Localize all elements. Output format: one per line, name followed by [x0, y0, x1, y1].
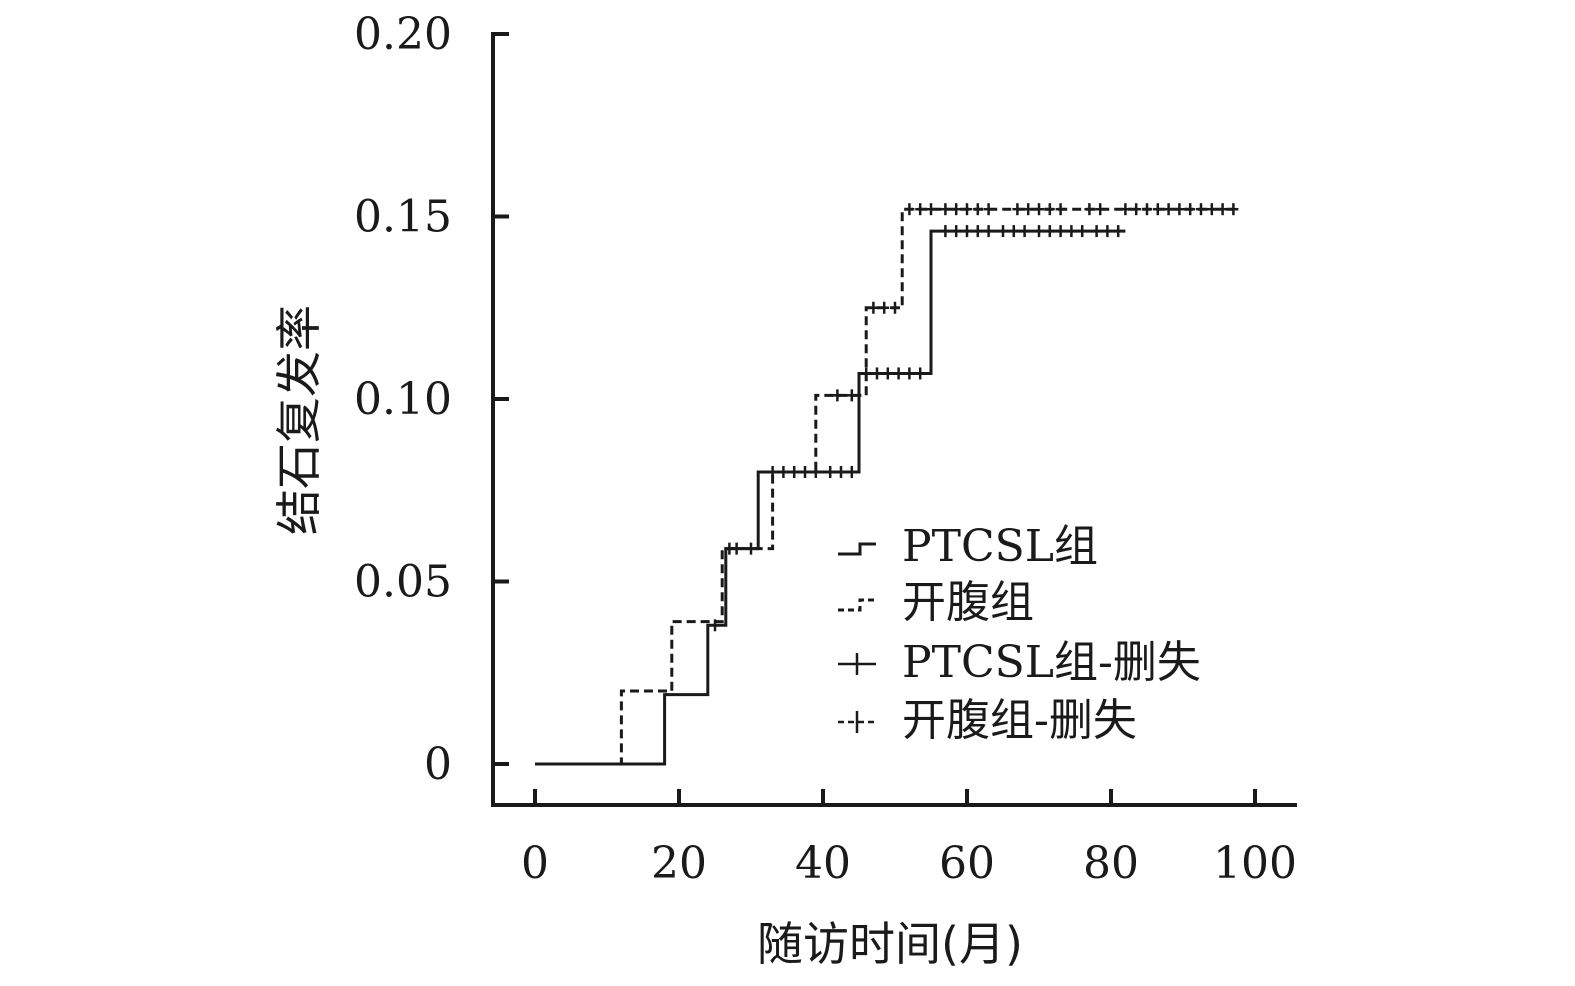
censor-mark-ptcsl: [810, 466, 821, 478]
censor-mark-ptcsl: [951, 225, 962, 238]
censor-mark-ptcsl: [1077, 225, 1088, 238]
censor-mark-open: [1055, 203, 1066, 216]
censor-mark-ptcsl: [1091, 225, 1102, 238]
y-tick-label: 0: [424, 739, 452, 790]
legend-item-open: 开腹组: [838, 577, 1034, 628]
censor-mark-ptcsl: [861, 367, 872, 380]
axes: [491, 32, 1297, 807]
x-axis-title: 随访时间(月): [757, 917, 1023, 971]
x-tick-label: 60: [939, 838, 995, 889]
y-tick-label: 0.15: [354, 192, 452, 243]
y-axis-title: 结石复发率: [272, 305, 326, 535]
censor-mark-ptcsl: [1034, 225, 1044, 238]
censor-mark-ptcsl: [915, 367, 926, 380]
censor-mark-open: [1228, 203, 1239, 216]
x-tick-label: 0: [521, 838, 549, 889]
censor-mark-ptcsl: [1044, 225, 1055, 238]
legend: PTCSL组 开腹组 PTCSL组-删失 开腹组-删失: [838, 521, 1201, 746]
censor-mark-open: [1023, 203, 1034, 216]
censor-mark-ptcsl: [872, 367, 882, 380]
censor-mark-ptcsl: [1008, 225, 1019, 238]
legend-item-ptcsl: PTCSL组: [838, 521, 1098, 572]
censor-mark-open: [1120, 203, 1131, 216]
censor-mark-ptcsl: [998, 225, 1008, 238]
censor-mark-ptcsl: [962, 225, 972, 238]
censor-mark-open: [1196, 203, 1206, 216]
y-ticks: 0 0.05 0.10 0.15 0.20: [354, 9, 509, 790]
censor-mark-open: [832, 389, 843, 402]
censor-mark-open: [846, 389, 857, 402]
censor-mark-open: [879, 301, 890, 314]
censor-marks: [710, 203, 1239, 632]
censor-mark-open: [1206, 203, 1217, 216]
censor-mark-open: [972, 203, 983, 216]
censor-mark-open: [746, 542, 756, 555]
censor-mark-open: [904, 203, 915, 216]
legend-label: PTCSL组: [902, 521, 1098, 572]
x-tick-label: 40: [795, 838, 851, 889]
censor-mark-open: [1185, 203, 1196, 216]
censor-mark-ptcsl: [1113, 225, 1124, 238]
censor-mark-ptcsl: [710, 619, 720, 632]
x-tick-label: 20: [651, 838, 707, 889]
censor-mark-open: [1034, 203, 1044, 216]
censor-mark-ptcsl: [1066, 225, 1077, 238]
censor-mark-open: [940, 203, 951, 216]
x-tick-label: 80: [1083, 838, 1139, 889]
censor-mark-ptcsl: [836, 466, 846, 478]
censor-mark-ptcsl: [983, 225, 994, 238]
legend-symbol-dashed-step: [838, 598, 876, 612]
censor-mark-open: [890, 301, 900, 314]
censor-mark-ptcsl: [893, 367, 904, 380]
censor-mark-ptcsl: [904, 367, 915, 380]
censor-mark-open: [983, 203, 994, 216]
x-tick-label: 100: [1213, 838, 1297, 889]
censor-mark-ptcsl: [778, 466, 789, 478]
legend-symbol-solid-step: [838, 542, 876, 556]
legend-label: PTCSL组-删失: [902, 637, 1201, 688]
y-tick-label: 0.20: [354, 9, 452, 60]
censor-mark-open: [1217, 203, 1228, 216]
censor-mark-open: [1012, 203, 1023, 216]
censor-mark-open: [1095, 203, 1106, 216]
x-ticks: 0 20 40 60 80 100: [521, 789, 1297, 889]
censor-mark-open: [915, 203, 926, 216]
censor-mark-ptcsl: [825, 466, 836, 478]
censor-mark-open: [926, 203, 936, 216]
censor-mark-open: [1174, 203, 1185, 216]
legend-item-ptcsl-censored: PTCSL组-删失: [838, 637, 1201, 688]
censor-mark-ptcsl: [800, 466, 810, 478]
censor-mark-ptcsl: [1019, 225, 1030, 238]
legend-label: 开腹组-删失: [902, 695, 1137, 746]
censor-mark-open: [951, 203, 962, 216]
censor-mark-open: [1044, 203, 1055, 216]
legend-item-open-censored: 开腹组-删失: [838, 695, 1137, 746]
censor-mark-open: [1084, 203, 1095, 216]
censor-mark-open: [1152, 203, 1163, 216]
censor-mark-open: [868, 301, 879, 314]
censor-mark-open: [1163, 203, 1174, 216]
y-tick-label: 0.10: [354, 374, 452, 425]
y-tick-label: 0.05: [354, 557, 452, 608]
censor-mark-open: [1142, 203, 1152, 216]
censor-mark-ptcsl: [731, 542, 742, 555]
censor-mark-ptcsl: [972, 225, 983, 238]
censor-mark-open: [962, 203, 972, 216]
censor-mark-ptcsl: [1102, 225, 1113, 238]
censor-mark-ptcsl: [882, 367, 893, 380]
censor-mark-ptcsl: [940, 225, 951, 238]
censor-mark-open: [1131, 203, 1142, 216]
legend-label: 开腹组: [902, 577, 1034, 628]
censor-mark-ptcsl: [846, 466, 857, 478]
censor-mark-ptcsl: [1055, 225, 1066, 238]
censor-mark-ptcsl: [789, 466, 800, 478]
censor-mark-ptcsl: [767, 466, 778, 478]
